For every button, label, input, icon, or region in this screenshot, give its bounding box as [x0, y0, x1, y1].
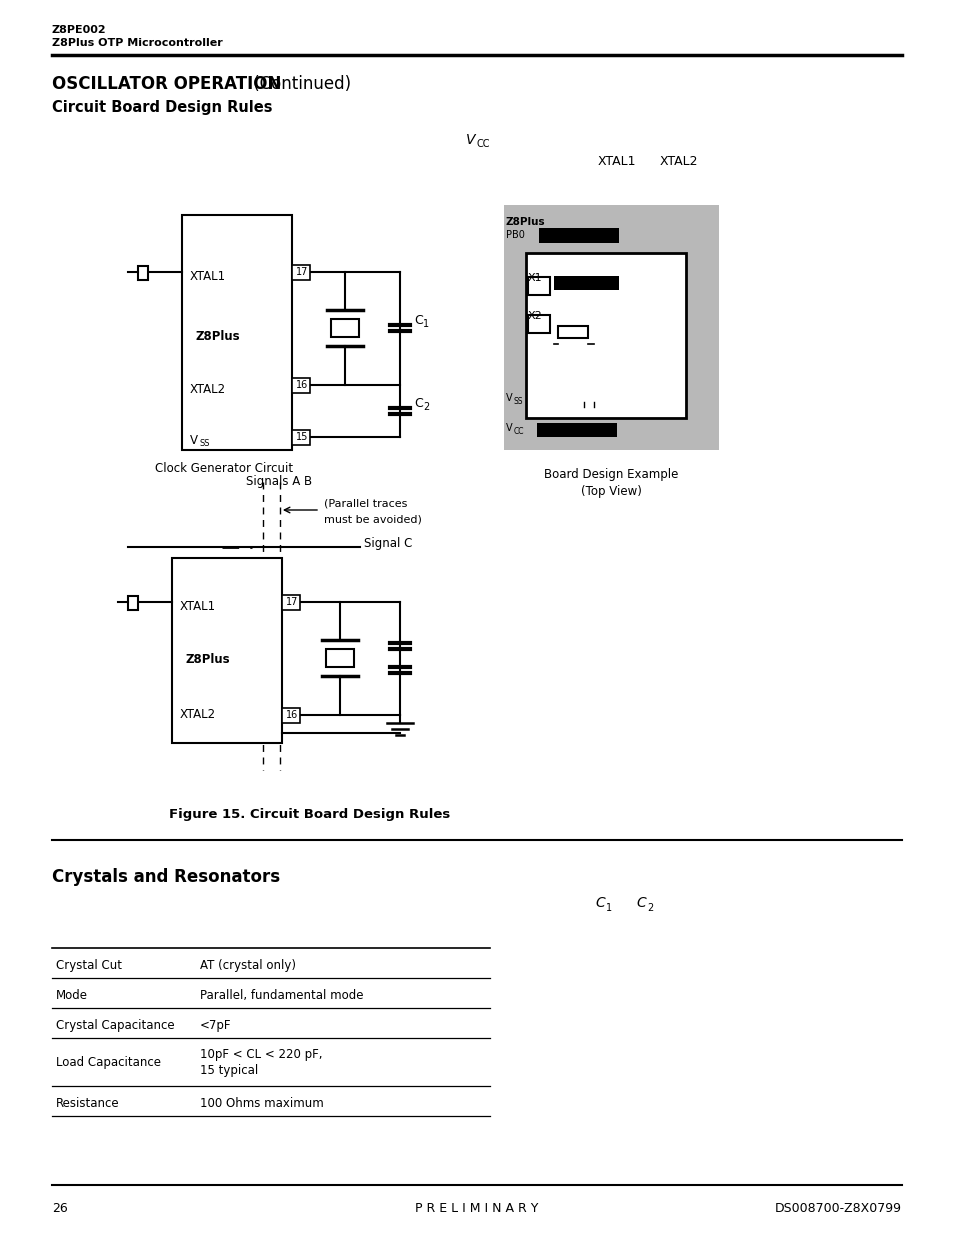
Bar — [538, 228, 618, 243]
Text: Crystal Cut: Crystal Cut — [56, 960, 122, 972]
Text: 100 Ohms maximum: 100 Ohms maximum — [200, 1098, 323, 1110]
Text: 26: 26 — [52, 1202, 68, 1215]
Text: XTAL2: XTAL2 — [190, 383, 226, 396]
Text: V: V — [190, 433, 198, 447]
Text: Load Capacitance: Load Capacitance — [56, 1056, 161, 1070]
Text: XTAL1: XTAL1 — [598, 156, 636, 168]
Bar — [172, 558, 282, 743]
Bar — [282, 595, 299, 610]
Text: must be avoided): must be avoided) — [324, 514, 421, 524]
Text: Clock Generator Circuit: Clock Generator Circuit — [154, 462, 293, 475]
Text: 2: 2 — [422, 403, 429, 412]
Text: Resistance: Resistance — [56, 1098, 119, 1110]
Bar — [292, 266, 310, 280]
Text: X2: X2 — [527, 311, 542, 321]
Text: (Top View): (Top View) — [580, 485, 640, 498]
Text: V: V — [505, 424, 512, 433]
Bar — [292, 430, 310, 445]
Bar — [326, 650, 354, 667]
Text: Z8Plus OTP Microcontroller: Z8Plus OTP Microcontroller — [52, 38, 222, 48]
Text: DS008700-Z8X0799: DS008700-Z8X0799 — [774, 1202, 901, 1215]
Bar — [527, 315, 550, 333]
Text: 15 typical: 15 typical — [200, 1065, 258, 1077]
Text: C: C — [636, 897, 645, 910]
Text: PB0: PB0 — [505, 230, 524, 240]
Text: 17: 17 — [286, 597, 298, 606]
Text: SS: SS — [200, 438, 211, 448]
Text: Z8Plus: Z8Plus — [505, 217, 545, 227]
Text: Board Design Example: Board Design Example — [543, 468, 678, 480]
Bar — [292, 378, 310, 393]
Text: Crystals and Resonators: Crystals and Resonators — [52, 868, 280, 885]
Text: Z8PE002: Z8PE002 — [52, 25, 107, 35]
Bar — [128, 597, 138, 610]
Text: 1: 1 — [605, 903, 612, 913]
Text: 17: 17 — [295, 267, 308, 277]
Bar — [558, 326, 587, 338]
Text: 2: 2 — [646, 903, 653, 913]
Text: CC: CC — [476, 140, 490, 149]
Text: AT (crystal only): AT (crystal only) — [200, 960, 295, 972]
Text: Parallel, fundamental mode: Parallel, fundamental mode — [200, 989, 363, 1003]
Text: XTAL1: XTAL1 — [180, 600, 216, 613]
Text: XTAL2: XTAL2 — [180, 708, 216, 721]
Bar — [282, 708, 299, 722]
Text: 16: 16 — [286, 710, 298, 720]
Text: Figure 15. Circuit Board Design Rules: Figure 15. Circuit Board Design Rules — [170, 808, 450, 821]
Text: 10pF < CL < 220 pF,: 10pF < CL < 220 pF, — [200, 1047, 322, 1061]
Bar — [537, 424, 617, 437]
Text: Z8Plus: Z8Plus — [186, 653, 231, 666]
Bar — [138, 266, 148, 280]
Text: C: C — [414, 314, 422, 327]
Text: C: C — [595, 897, 604, 910]
Text: Crystal Capacitance: Crystal Capacitance — [56, 1019, 174, 1032]
Text: Signal C: Signal C — [364, 537, 412, 550]
Text: Mode: Mode — [56, 989, 88, 1003]
Text: OSCILLATOR OPERATION: OSCILLATOR OPERATION — [52, 75, 281, 93]
Text: Z8Plus: Z8Plus — [195, 330, 240, 343]
Text: SS: SS — [514, 396, 523, 406]
Text: V: V — [465, 133, 475, 147]
Text: (Parallel traces: (Parallel traces — [324, 498, 407, 508]
Text: 15: 15 — [295, 432, 308, 442]
Text: P R E L I M I N A R Y: P R E L I M I N A R Y — [415, 1202, 538, 1215]
Bar — [331, 319, 358, 337]
Text: (Continued): (Continued) — [248, 75, 351, 93]
Text: V: V — [505, 393, 512, 403]
Text: XTAL1: XTAL1 — [190, 270, 226, 283]
Text: Signals A B: Signals A B — [246, 475, 312, 488]
Text: 1: 1 — [422, 319, 429, 329]
Bar — [527, 277, 550, 295]
Bar — [182, 215, 292, 450]
Bar — [554, 275, 618, 290]
Text: Circuit Board Design Rules: Circuit Board Design Rules — [52, 100, 273, 115]
Text: X1: X1 — [527, 273, 542, 283]
Text: <7pF: <7pF — [200, 1019, 232, 1032]
Text: XTAL2: XTAL2 — [659, 156, 698, 168]
Text: CC: CC — [514, 427, 524, 436]
Bar — [525, 253, 685, 417]
Bar — [503, 205, 719, 450]
Text: 16: 16 — [295, 380, 308, 390]
Text: C: C — [414, 396, 422, 410]
